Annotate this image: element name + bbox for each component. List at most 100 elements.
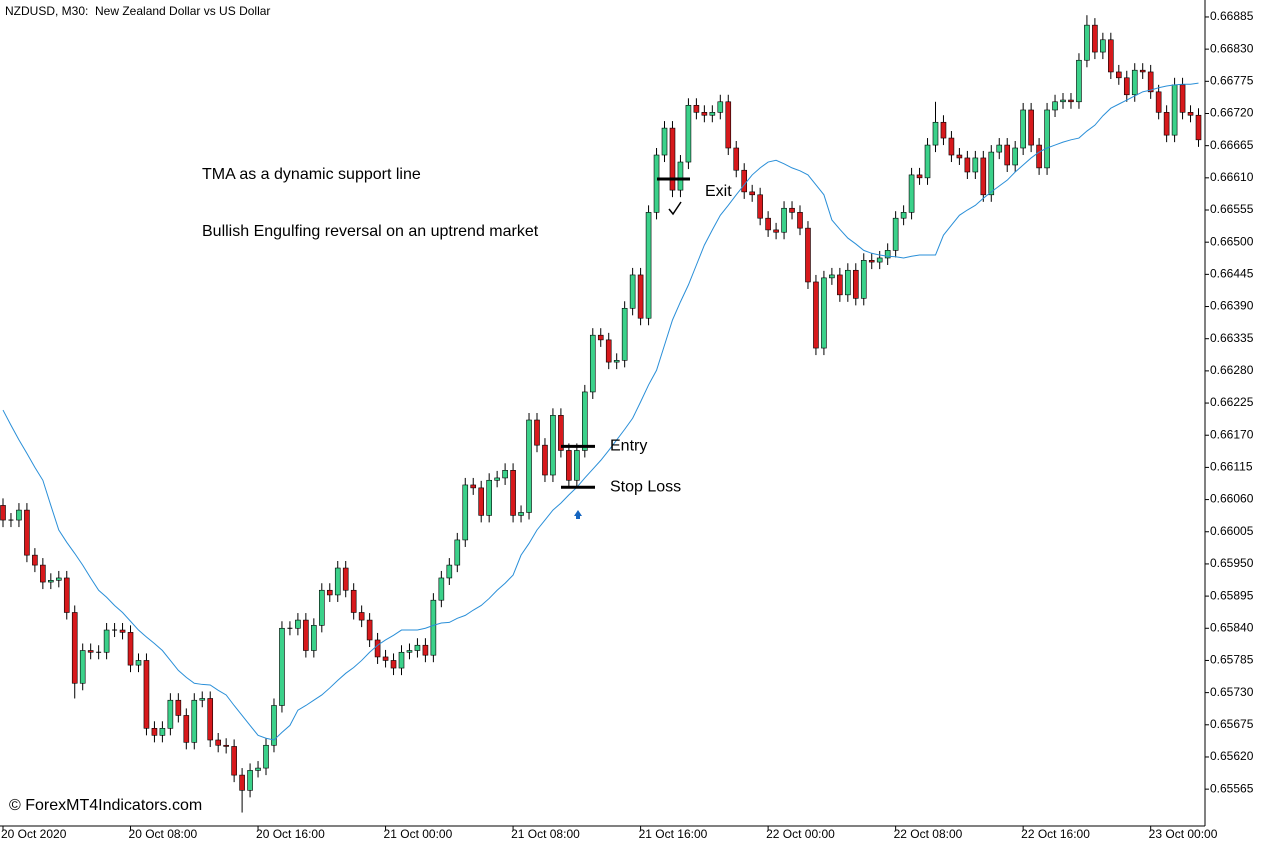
candle-body [813, 281, 819, 349]
candle-body [16, 509, 22, 521]
candle-body [1131, 69, 1138, 96]
candle-body [1028, 109, 1034, 146]
candle-body [900, 212, 907, 219]
x-tick-label: 21 Oct 16:00 [639, 827, 708, 841]
candle-body [103, 629, 110, 653]
candle-body [127, 632, 134, 666]
candle-body [845, 269, 851, 296]
candle-body [582, 391, 588, 451]
candle-body [358, 612, 365, 621]
candle-body [613, 360, 620, 363]
candle-body [215, 739, 221, 746]
candle-body [574, 450, 580, 481]
y-tick-label: 0.66225 [1210, 395, 1254, 409]
candle-body [486, 479, 492, 516]
candle-body [271, 705, 277, 746]
candle-body [40, 564, 46, 583]
candle-body [733, 147, 740, 171]
candle-body [223, 744, 229, 747]
candle-body [143, 660, 150, 729]
y-tick-label: 0.66885 [1210, 9, 1254, 23]
candle-body [48, 580, 54, 583]
candle-body [374, 639, 381, 658]
candle-body [932, 121, 939, 146]
y-tick-label: 0.66665 [1210, 138, 1254, 152]
candle-body [87, 650, 94, 653]
candle-body [884, 250, 891, 259]
candle-body [398, 651, 405, 669]
candle-body [797, 212, 803, 229]
candle-body [717, 101, 724, 113]
candle-body [821, 277, 827, 349]
candle-body [191, 699, 198, 743]
candle-body [390, 660, 397, 669]
candle-body [406, 650, 413, 653]
candle-body [470, 484, 477, 489]
candle-body [526, 419, 532, 513]
y-tick-label: 0.66060 [1210, 492, 1254, 506]
candle-body [829, 274, 835, 279]
candle-body [677, 161, 684, 191]
candle-body [1100, 39, 1106, 53]
candle-body [757, 194, 763, 219]
y-tick-label: 0.65620 [1210, 749, 1254, 763]
candle-body [1060, 99, 1066, 103]
y-tick-label: 0.66610 [1210, 170, 1254, 184]
candle-body [805, 227, 811, 283]
candle-body [773, 229, 779, 233]
candle-body [589, 334, 596, 393]
x-tick-label: 23 Oct 00:00 [1149, 827, 1218, 841]
candle-body [71, 612, 78, 684]
candle-body [462, 484, 469, 541]
candle-body [255, 767, 261, 771]
candle-body [24, 509, 30, 556]
candle-body [159, 728, 166, 736]
candle-body [940, 121, 947, 139]
candle-body [1068, 99, 1074, 103]
candle-body [0, 505, 6, 521]
candle-body [151, 728, 158, 736]
level-label: Stop Loss [610, 479, 681, 496]
candle-body [199, 698, 206, 701]
candle-body [350, 589, 357, 613]
candle-body [701, 112, 708, 116]
y-tick-label: 0.66445 [1210, 267, 1254, 281]
candle-body [183, 715, 190, 743]
candle-body [430, 599, 437, 656]
candle-body [119, 629, 126, 633]
candle-body [207, 698, 214, 741]
candle-body [1171, 84, 1178, 136]
x-tick-label: 20 Oct 2020 [1, 827, 67, 841]
buy-arrow [574, 510, 582, 519]
candle-body [852, 269, 859, 299]
candle-body [996, 144, 1003, 153]
candle-body [63, 577, 70, 613]
tma-line [2, 82, 1199, 741]
candle-body [1020, 109, 1026, 149]
candle-body [326, 589, 333, 596]
candle-body [263, 744, 269, 769]
candle-body [414, 644, 421, 651]
candle-body [494, 477, 500, 481]
y-tick-label: 0.66170 [1210, 427, 1254, 441]
candle-body [1139, 69, 1146, 73]
candle-body [1179, 84, 1186, 113]
x-tick-label: 20 Oct 08:00 [129, 827, 198, 841]
candle-body [231, 746, 237, 776]
y-tick-label: 0.66335 [1210, 331, 1254, 345]
candle-body [709, 112, 716, 116]
candle-body [502, 470, 508, 479]
annotation: Bullish Engulfing reversal on an uptrend… [202, 223, 539, 240]
candle-body [924, 144, 931, 179]
candle-body [629, 274, 636, 309]
candle-body [1108, 39, 1114, 73]
candle-body [908, 174, 915, 213]
x-tick-label: 22 Oct 08:00 [894, 827, 963, 841]
candle-body [964, 157, 971, 173]
y-tick-label: 0.66390 [1210, 299, 1254, 313]
candle-body [749, 191, 755, 196]
x-tick-label: 22 Oct 16:00 [1021, 827, 1090, 841]
y-tick-label: 0.65730 [1210, 685, 1254, 699]
candle-body [605, 339, 612, 363]
candle-body [1116, 71, 1122, 79]
